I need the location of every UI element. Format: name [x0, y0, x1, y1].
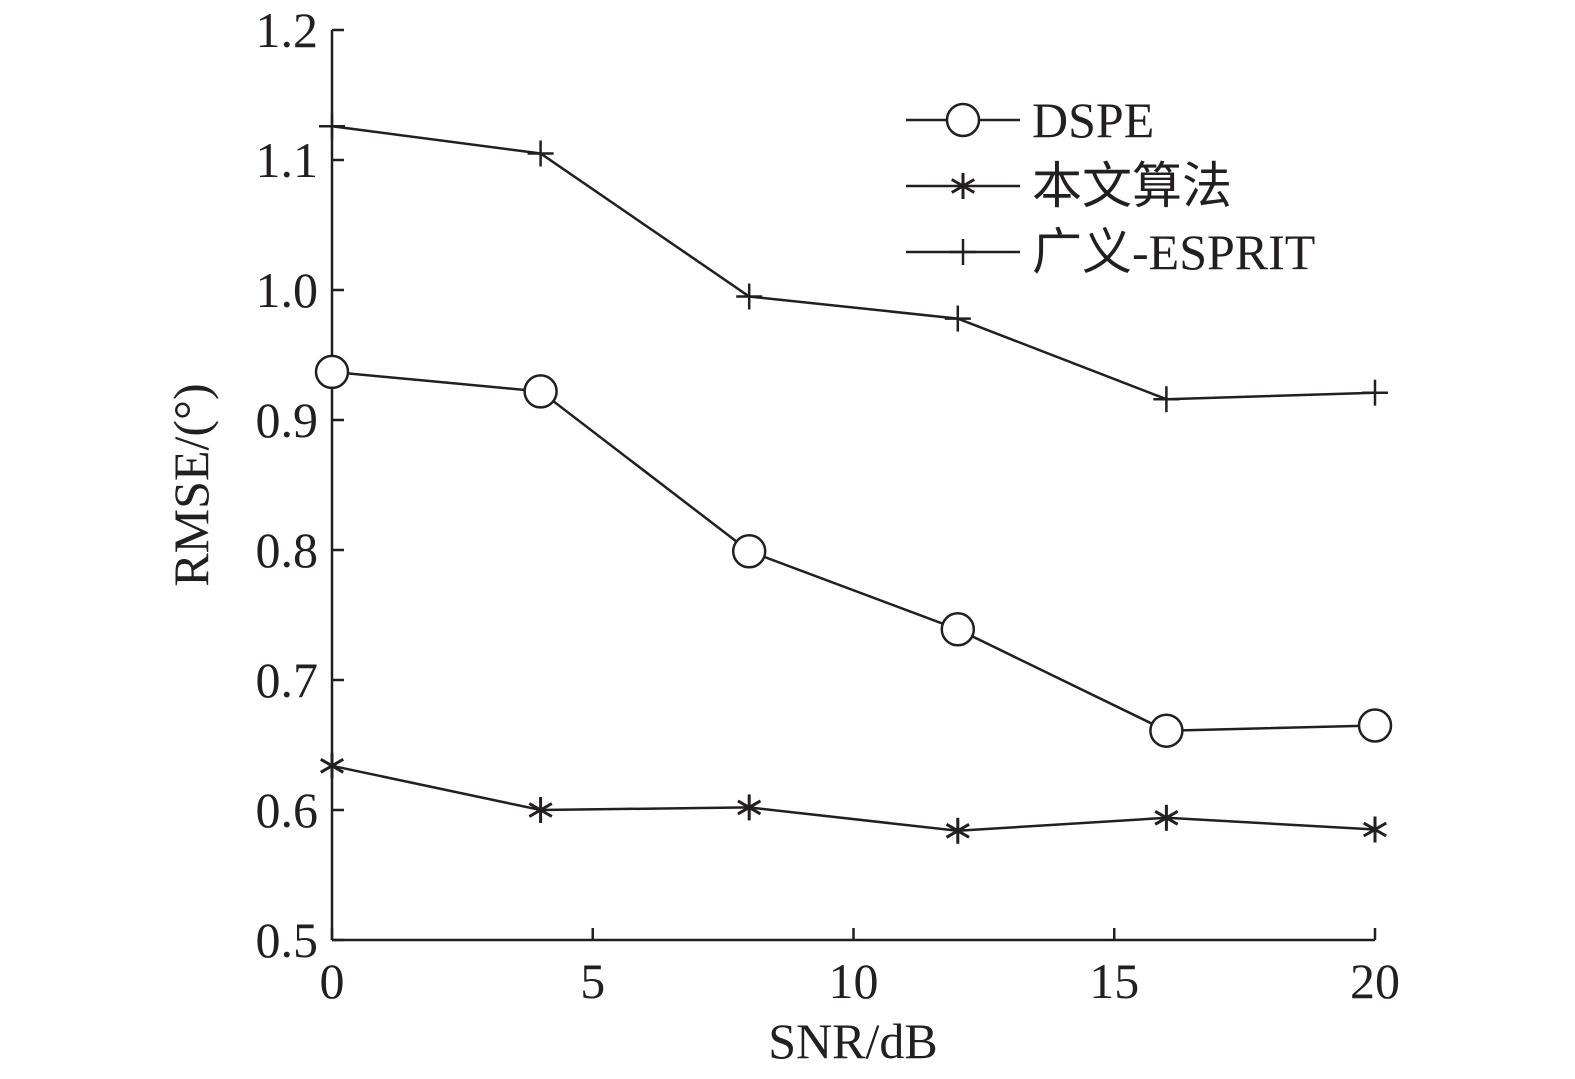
- plus-marker: [527, 140, 554, 167]
- asterisk-stroke: [319, 758, 345, 774]
- legend-label: 广义-ESPRIT: [1032, 224, 1315, 280]
- circle-marker: [945, 102, 981, 138]
- asterisk-marker: [1362, 816, 1388, 843]
- circle-marker: [731, 534, 767, 569]
- x-tick-label: 15: [1089, 953, 1139, 1009]
- y-tick-label: 1.0: [256, 262, 319, 318]
- plus-marker: [1362, 379, 1388, 406]
- legend-item: 广义-ESPRIT: [906, 224, 1315, 280]
- asterisk-stroke: [950, 178, 976, 194]
- y-axis-label: RMSE/(°): [163, 383, 219, 586]
- series-circle: [314, 354, 1393, 748]
- series-plus: [319, 113, 1388, 413]
- y-tick-label: 1.1: [256, 132, 319, 188]
- legend-item: 本文算法: [906, 158, 1232, 214]
- plus-marker: [950, 239, 976, 265]
- x-tick-label: 10: [829, 953, 879, 1009]
- asterisk-stroke: [528, 802, 553, 818]
- legend-item: DSPE: [906, 92, 1154, 148]
- y-tick-label: 0.7: [256, 652, 319, 708]
- asterisk-marker: [945, 817, 970, 844]
- asterisk-stroke: [1362, 821, 1388, 838]
- circle-marker: [314, 354, 350, 390]
- x-axis-label: SNR/dB: [768, 1013, 938, 1069]
- asterisk-stroke: [945, 823, 970, 839]
- circle-marker: [940, 612, 976, 647]
- x-tick-label: 20: [1350, 953, 1400, 1009]
- circle-marker: [1149, 713, 1184, 748]
- series-asterisk: [319, 752, 1388, 844]
- plus-marker: [319, 113, 345, 140]
- x-tick-label: 5: [580, 953, 605, 1009]
- asterisk-marker: [1154, 804, 1179, 831]
- asterisk-marker: [950, 173, 976, 199]
- series-layer: [314, 113, 1393, 844]
- series-line: [331, 370, 1376, 732]
- x-tick-label: 0: [320, 953, 345, 1009]
- asterisk-stroke: [1154, 810, 1179, 826]
- y-tick-label: 0.5: [256, 912, 319, 968]
- asterisk-marker: [319, 752, 345, 779]
- plus-marker: [1153, 386, 1180, 413]
- circle-marker: [1357, 708, 1393, 743]
- y-tick-label: 0.8: [256, 522, 319, 578]
- legend-label: DSPE: [1032, 92, 1154, 148]
- asterisk-marker: [737, 794, 762, 821]
- plus-marker: [736, 283, 763, 310]
- asterisk-stroke: [737, 799, 762, 816]
- y-tick-label: 0.6: [256, 782, 319, 838]
- series-line: [331, 764, 1376, 833]
- y-tick-label: 1.2: [256, 2, 319, 58]
- y-tick-label: 0.9: [256, 392, 319, 448]
- plus-marker: [944, 305, 971, 332]
- axes: 0.5 0.6 0.7 0.8 0.9 1.0 1.1 1.2 0 5 10 15 20: [256, 2, 1401, 1009]
- asterisk-marker: [528, 797, 553, 823]
- circle-marker: [523, 374, 558, 409]
- series-line: [331, 124, 1376, 401]
- legend-label: 本文算法: [1032, 158, 1232, 214]
